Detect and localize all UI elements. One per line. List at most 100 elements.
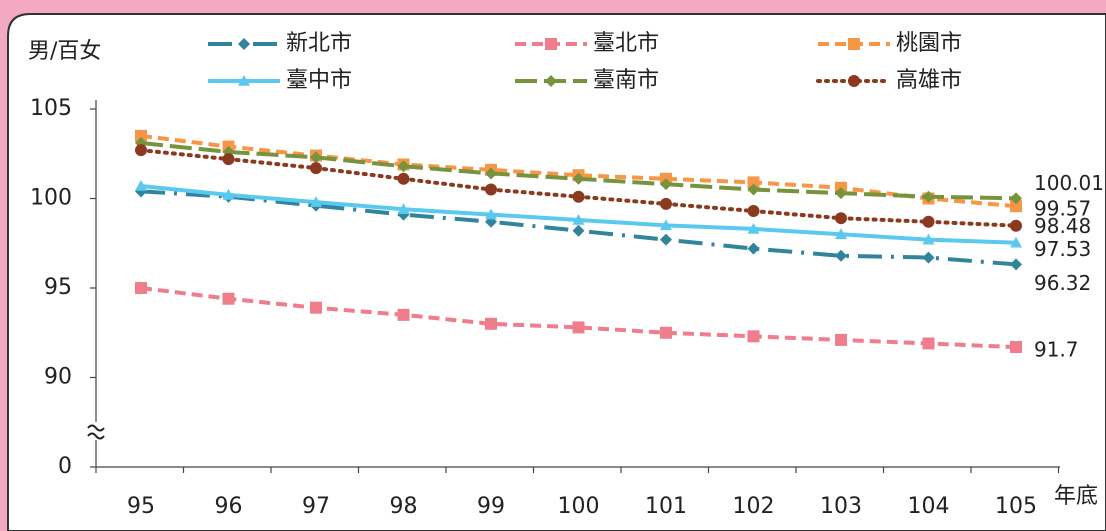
legend-item: 臺北市	[515, 31, 659, 56]
x-tick-label: 95	[127, 494, 155, 519]
marker	[135, 129, 147, 142]
marker	[397, 160, 410, 173]
x-tick-label: 102	[733, 494, 775, 519]
x-tick-label: 98	[390, 494, 418, 519]
marker	[747, 330, 760, 343]
marker	[1010, 219, 1022, 232]
marker	[545, 75, 557, 87]
marker	[485, 167, 497, 180]
y-tick-label: 90	[44, 365, 72, 390]
series-line	[140, 286, 1017, 350]
marker	[1010, 236, 1022, 248]
legend-label: 臺南市	[593, 68, 659, 93]
data-label: 97.53	[1034, 237, 1091, 261]
marker	[660, 178, 672, 191]
series: 98.48	[135, 144, 1091, 238]
marker	[310, 196, 322, 207]
marker	[1010, 192, 1022, 205]
marker	[238, 75, 250, 86]
marker	[848, 38, 860, 50]
marker	[135, 282, 147, 294]
axis-break	[86, 422, 106, 440]
x-tick-label: 104	[908, 494, 950, 519]
marker	[572, 172, 585, 185]
marker	[135, 179, 147, 191]
marker	[545, 38, 557, 50]
y-tick-label: 95	[44, 275, 72, 300]
marker	[747, 205, 760, 218]
marker	[848, 75, 860, 87]
marker	[572, 224, 585, 237]
marker	[572, 213, 585, 225]
data-label: 98.48	[1034, 214, 1091, 238]
legend-item: 桃園市	[818, 31, 962, 56]
marker	[922, 251, 935, 264]
y-tick-label: 100	[30, 186, 72, 211]
data-label: 100.01	[1034, 171, 1104, 195]
data-label: 99.57	[1034, 197, 1091, 221]
marker	[572, 321, 585, 334]
legend-item: 臺南市	[515, 68, 659, 93]
series: 97.53	[135, 179, 1091, 261]
marker	[1010, 258, 1022, 271]
marker	[835, 187, 847, 200]
x-tick-label: 105	[995, 494, 1037, 519]
legend-label: 桃園市	[896, 31, 962, 56]
marker	[922, 215, 935, 228]
legend-label: 臺中市	[286, 68, 352, 93]
marker	[485, 208, 497, 220]
marker	[835, 212, 847, 225]
legend-label: 高雄市	[896, 68, 962, 93]
marker	[572, 190, 585, 203]
legend-item: 臺中市	[208, 68, 352, 93]
series-line	[140, 133, 1017, 209]
marker	[660, 219, 672, 231]
marker	[222, 292, 235, 305]
y-axis-label: 男/百女	[28, 39, 101, 64]
marker	[397, 172, 410, 185]
marker	[747, 242, 760, 255]
y-tick-label: 105	[30, 96, 72, 121]
marker	[835, 228, 847, 240]
marker	[835, 333, 847, 346]
marker	[222, 188, 235, 200]
data-label: 91.7	[1034, 338, 1079, 362]
legend-item: 新北市	[208, 31, 352, 56]
x-tick-label: 97	[302, 494, 330, 519]
marker	[238, 38, 250, 50]
x-tick-label: 103	[820, 494, 862, 519]
marker	[660, 233, 672, 246]
x-tick-label: 101	[645, 494, 687, 519]
x-tick-label: 96	[215, 494, 243, 519]
marker	[310, 301, 322, 314]
marker	[1010, 341, 1022, 354]
series: 100.01	[135, 137, 1104, 205]
marker	[747, 183, 760, 196]
marker	[397, 308, 410, 321]
x-tick-label: 99	[477, 494, 505, 519]
marker	[310, 162, 322, 175]
series: 96.32	[135, 185, 1091, 295]
marker	[310, 151, 322, 164]
marker	[485, 317, 497, 330]
panel	[7, 13, 1106, 531]
marker	[747, 176, 760, 189]
marker	[922, 190, 935, 203]
legend-label: 臺北市	[593, 31, 659, 56]
y-tick-label: 0	[58, 454, 72, 479]
x-tick-label: 100	[558, 494, 600, 519]
marker	[1010, 200, 1022, 213]
marker	[397, 203, 410, 215]
legend-item: 高雄市	[816, 68, 962, 93]
marker	[222, 153, 235, 166]
marker	[660, 197, 672, 210]
x-axis-label: 年底	[1054, 484, 1098, 509]
legend-label: 新北市	[286, 31, 352, 56]
marker	[835, 249, 847, 262]
marker	[660, 326, 672, 339]
data-label: 96.32	[1034, 271, 1091, 295]
marker	[747, 222, 760, 234]
marker	[485, 183, 497, 196]
series: 91.7	[135, 282, 1079, 362]
marker	[922, 233, 935, 245]
